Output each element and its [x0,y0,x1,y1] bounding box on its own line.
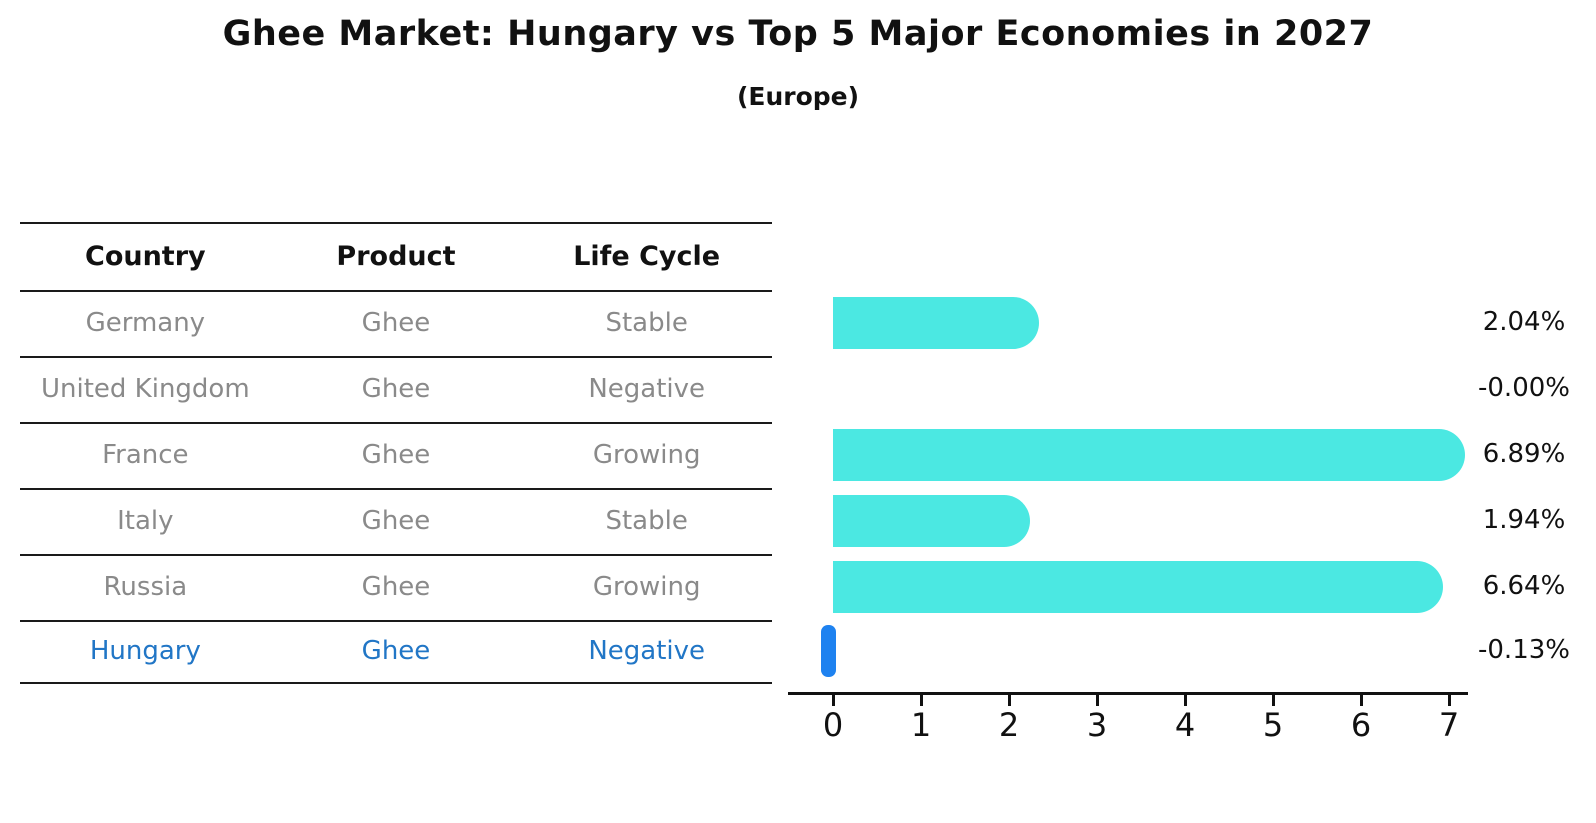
table-cell-product: Ghee [361,572,431,602]
table-cell-country: Russia [103,572,188,602]
bar-france [833,429,1466,481]
table-rule [20,488,772,490]
table-cell-country: France [102,440,189,470]
x-tick-label: 2 [998,706,1020,744]
table-cell-product: Ghee [361,374,431,404]
table-cell-life_cycle: Stable [605,308,688,338]
x-tick-label: 7 [1438,706,1460,744]
table-rule [20,290,772,292]
bar-italy [833,495,1030,547]
x-tick-label: 6 [1350,706,1372,744]
table-cell-life_cycle: Negative [588,374,705,404]
chart-title: Ghee Market: Hungary vs Top 5 Major Econ… [222,14,1374,54]
x-axis-line [788,692,1468,695]
x-tick-label: 1 [910,706,932,744]
value-label: 6.89% [1482,439,1566,469]
x-tick-label: 5 [1262,706,1284,744]
value-label: -0.00% [1478,373,1570,403]
chart-subtitle: (Europe) [736,82,860,111]
table-rule [20,356,772,358]
table-cell-country: Hungary [89,636,201,666]
x-tick-label: 3 [1086,706,1108,744]
bar-russia [833,561,1444,613]
x-tick [831,695,835,706]
table-cell-country: Germany [85,308,206,338]
x-tick-label: 4 [1174,706,1196,744]
table-cell-life_cycle: Negative [588,636,705,666]
table-row: United Kingdom Ghee Negative [20,356,772,422]
bar-hungary [820,625,836,677]
table-cell-life_cycle: Stable [605,506,688,536]
x-tick [1447,695,1451,706]
table-cell-country: United Kingdom [40,374,250,404]
table-cell-product: Ghee [361,506,431,536]
table-top-rule [20,222,772,224]
table-rule [20,620,772,622]
value-label: 2.04% [1482,307,1566,337]
x-tick [1183,695,1187,706]
table-cell-product: Ghee [361,440,431,470]
x-tick [1359,695,1363,706]
value-label: 6.64% [1482,571,1566,601]
table-cell-product: Ghee [361,636,431,666]
value-label: 1.94% [1482,505,1566,535]
table-row: Hungary Ghee Negative [20,620,772,682]
table-cell-life_cycle: Growing [592,440,701,470]
x-tick [1007,695,1011,706]
table-header-cell: Country [85,240,206,272]
x-tick-label: 0 [822,706,844,744]
table-cell-product: Ghee [361,308,431,338]
table-rule [20,422,772,424]
table-header-cell: Life Cycle [573,240,721,272]
table-row: Italy Ghee Stable [20,488,772,554]
table-rule [20,554,772,556]
table-row: Germany Ghee Stable [20,290,772,356]
table-cell-country: Italy [117,506,174,536]
x-tick [1271,695,1275,706]
table-header-cell: Product [336,240,456,272]
table-cell-life_cycle: Growing [592,572,701,602]
x-tick [919,695,923,706]
bar-germany [833,297,1039,349]
table-header-row: Country Product Life Cycle [20,222,772,290]
table-row: Russia Ghee Growing [20,554,772,620]
table-row: France Ghee Growing [20,422,772,488]
value-label: -0.13% [1478,635,1570,665]
table-rule [20,682,772,684]
x-tick [1095,695,1099,706]
